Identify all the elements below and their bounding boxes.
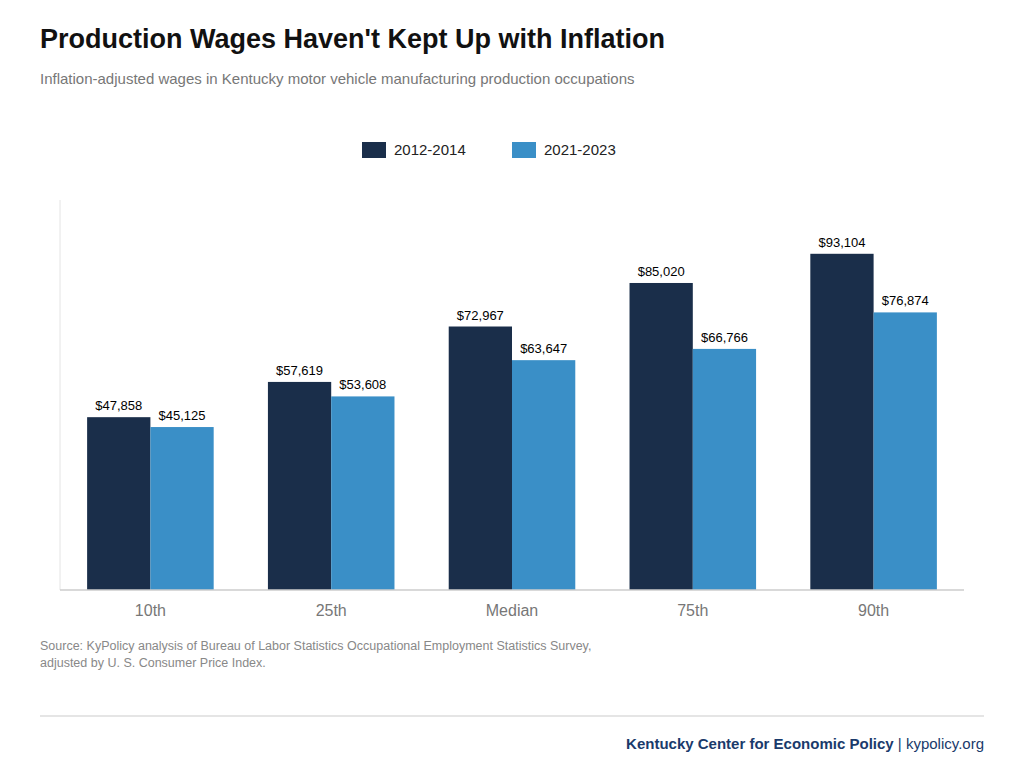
x-tick-label: 25th	[316, 602, 347, 619]
x-tick-label: 90th	[858, 602, 889, 619]
x-tick-label: 75th	[677, 602, 708, 619]
source-note: Source: KyPolicy analysis of Bureau of L…	[40, 639, 591, 670]
legend-swatch	[512, 142, 536, 158]
data-label: $85,020	[638, 264, 685, 279]
x-tick-label: 10th	[135, 602, 166, 619]
data-labels: $47,858 $57,619 $72,967 $85,020 $93,104 $45,1…	[95, 235, 928, 423]
footer-part: kypolicy.org	[902, 735, 984, 752]
bar	[331, 396, 394, 590]
legend-swatch	[362, 142, 386, 158]
data-label: $63,647	[520, 341, 567, 356]
bar	[150, 427, 213, 590]
subtitle: Inflation-adjusted wages in Kentucky mot…	[40, 70, 635, 87]
data-label: $57,619	[276, 363, 323, 378]
footer-part: |	[894, 735, 902, 752]
data-label: $93,104	[818, 235, 865, 250]
bar	[630, 283, 693, 590]
bar	[449, 327, 512, 590]
bar	[512, 360, 575, 590]
data-label: $72,967	[457, 308, 504, 323]
bars	[87, 254, 937, 590]
x-axis-line	[60, 589, 964, 591]
data-label: $47,858	[95, 398, 142, 413]
y-axis-line	[60, 200, 61, 590]
footer-part: Kentucky Center for Economic Policy	[626, 735, 894, 752]
legend-label: 2012-2014	[394, 141, 466, 158]
bar	[693, 349, 756, 590]
footer: Kentucky Center for Economic Policy | ky…	[626, 735, 984, 752]
chart: Production Wages Haven't Kept Up with In…	[0, 0, 1024, 773]
bar	[810, 254, 873, 590]
bar	[87, 417, 150, 590]
bar	[874, 312, 937, 590]
x-tick-label: Median	[486, 602, 538, 619]
data-label: $53,608	[339, 377, 386, 392]
data-label: $45,125	[159, 408, 206, 423]
data-label: $66,766	[701, 330, 748, 345]
title: Production Wages Haven't Kept Up with In…	[40, 24, 665, 54]
legend-label: 2021-2023	[544, 141, 616, 158]
divider	[40, 715, 984, 716]
bar	[268, 382, 331, 590]
data-label: $76,874	[882, 293, 929, 308]
legend: 2012-2014 2021-2023	[362, 141, 616, 158]
